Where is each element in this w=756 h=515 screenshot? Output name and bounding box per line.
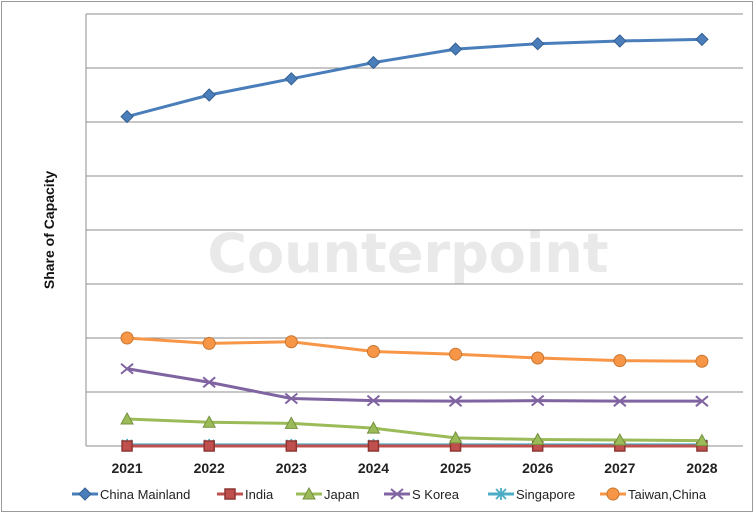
series-line bbox=[127, 417, 702, 443]
legend: China Mainland India Japan S Korea Singapore… bbox=[72, 486, 707, 502]
data-point-marker bbox=[367, 440, 380, 452]
data-point-marker bbox=[448, 430, 463, 444]
series-group bbox=[120, 32, 709, 452]
data-point-marker bbox=[284, 392, 298, 405]
data-point-marker bbox=[366, 421, 381, 434]
x-tick-label: 2021 bbox=[111, 460, 142, 476]
data-point-marker bbox=[613, 354, 627, 368]
legend-item: Japan bbox=[296, 486, 359, 502]
data-point-marker bbox=[695, 354, 709, 368]
data-point-marker bbox=[285, 440, 298, 452]
data-point-marker bbox=[202, 88, 216, 102]
x-tick-label: 2023 bbox=[276, 460, 307, 476]
data-point-marker bbox=[606, 487, 620, 501]
x-axis-ticks: 2021 2022 2023 2024 2025 2026 2027 2028 bbox=[111, 460, 717, 476]
data-point-marker bbox=[695, 32, 709, 47]
data-point-marker bbox=[121, 440, 133, 452]
legend-label: China Mainland bbox=[100, 487, 190, 502]
data-point-marker bbox=[530, 432, 545, 446]
legend-label: Taiwan,China bbox=[628, 487, 707, 502]
data-point-marker bbox=[448, 42, 463, 56]
data-point-marker bbox=[202, 376, 216, 389]
x-tick-label: 2026 bbox=[522, 460, 553, 476]
data-point-marker bbox=[120, 109, 134, 124]
data-point-marker bbox=[613, 395, 627, 407]
data-point-marker bbox=[390, 488, 404, 500]
series-china-mainland bbox=[120, 32, 709, 124]
legend-item: India bbox=[217, 487, 274, 502]
data-point-marker bbox=[366, 55, 381, 70]
data-point-marker bbox=[366, 345, 380, 358]
data-point-marker bbox=[366, 394, 381, 407]
data-point-marker bbox=[531, 394, 545, 407]
data-point-marker bbox=[224, 488, 236, 500]
legend-item: S Korea bbox=[384, 487, 460, 502]
series-japan bbox=[120, 411, 709, 447]
series-line bbox=[126, 367, 702, 403]
data-point-marker bbox=[495, 488, 507, 500]
legend-item: Singapore bbox=[488, 487, 575, 502]
data-point-marker bbox=[120, 411, 134, 425]
data-point-marker bbox=[449, 347, 463, 361]
legend-label: Singapore bbox=[516, 487, 575, 502]
data-point-marker bbox=[612, 433, 627, 446]
data-point-marker bbox=[613, 34, 627, 48]
y-axis-label: Share of Capacity bbox=[41, 171, 57, 289]
gridlines bbox=[86, 13, 743, 393]
data-point-marker bbox=[695, 395, 709, 407]
legend-item: Taiwan,China bbox=[600, 487, 707, 502]
x-tick-label: 2024 bbox=[358, 460, 389, 476]
legend-item: China Mainland bbox=[72, 487, 190, 502]
data-point-marker bbox=[202, 415, 217, 428]
data-point-marker bbox=[284, 335, 298, 349]
data-point-marker bbox=[530, 36, 545, 51]
legend-label: Japan bbox=[324, 487, 359, 502]
data-point-marker bbox=[120, 363, 134, 375]
data-point-marker bbox=[78, 487, 92, 501]
data-point-marker bbox=[120, 331, 134, 345]
legend-label: India bbox=[245, 487, 274, 502]
data-point-marker bbox=[203, 440, 215, 452]
data-point-marker bbox=[284, 416, 299, 429]
data-point-marker bbox=[284, 72, 299, 86]
legend-label: S Korea bbox=[412, 487, 460, 502]
x-tick-label: 2028 bbox=[686, 460, 717, 476]
data-point-marker bbox=[695, 433, 709, 447]
data-point-marker bbox=[202, 336, 216, 350]
series-taiwan-china bbox=[120, 331, 709, 368]
series-s-korea bbox=[120, 363, 709, 407]
x-tick-label: 2027 bbox=[604, 460, 635, 476]
data-point-marker bbox=[302, 486, 316, 500]
x-tick-label: 2025 bbox=[440, 460, 471, 476]
series-line bbox=[126, 336, 702, 363]
watermark-text: Counterpoint bbox=[207, 222, 608, 285]
series-line bbox=[126, 37, 702, 119]
x-tick-label: 2022 bbox=[194, 460, 225, 476]
data-point-marker bbox=[531, 351, 545, 365]
data-point-marker bbox=[448, 395, 463, 407]
